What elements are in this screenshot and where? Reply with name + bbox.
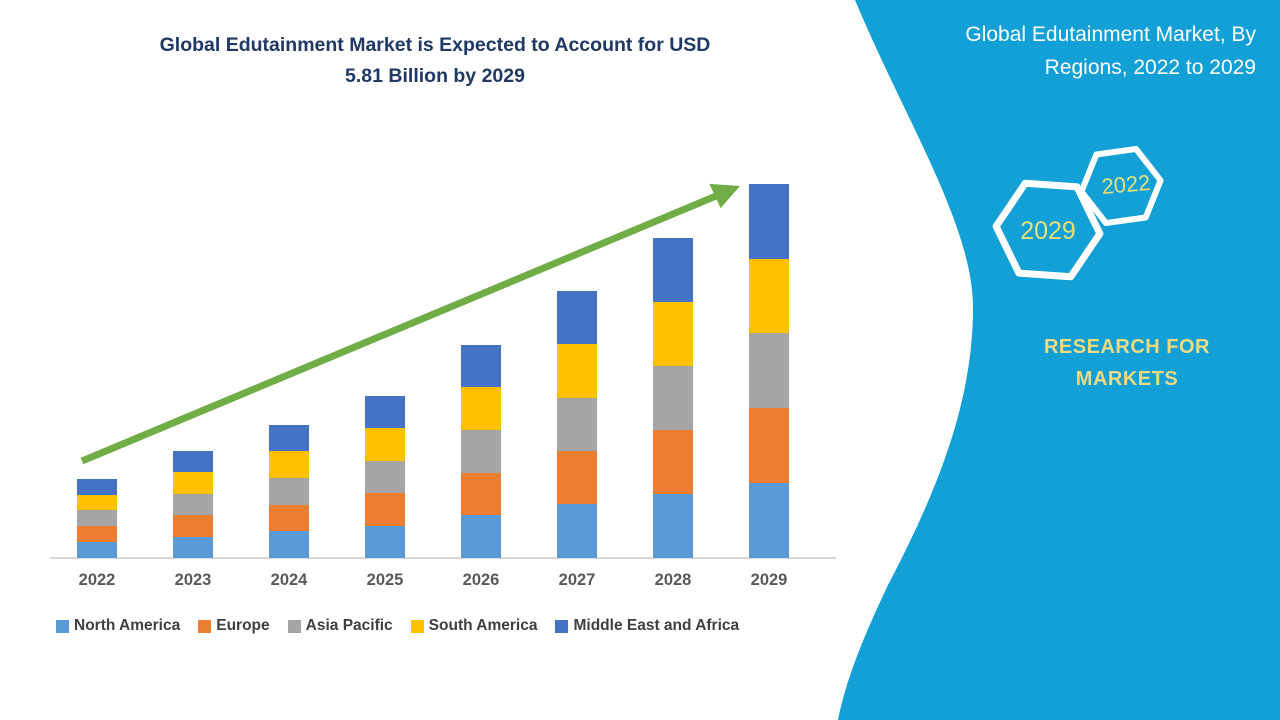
stacked-bar-2028 bbox=[653, 237, 693, 558]
bar-segment-europe bbox=[461, 472, 501, 516]
bar-segment-europe bbox=[365, 493, 405, 526]
legend-item-asia-pacific: Asia Pacific bbox=[287, 617, 393, 635]
legend-label: Middle East and Africa bbox=[573, 617, 740, 634]
stacked-bar-2024 bbox=[269, 424, 309, 558]
bar-segment-asia-pacific bbox=[557, 397, 597, 452]
bar-segment-north-america bbox=[461, 515, 501, 558]
x-axis-label-2022: 2022 bbox=[78, 571, 116, 589]
stacked-bar-2023 bbox=[173, 451, 213, 558]
bar-segment-middle-east-and-africa bbox=[77, 478, 117, 495]
bar-segment-north-america bbox=[557, 504, 597, 558]
bar-segment-south-america bbox=[269, 451, 309, 478]
chart-title: Global Edutainment Market is Expected to… bbox=[75, 30, 795, 92]
x-axis-label-2029: 2029 bbox=[750, 571, 788, 589]
legend-swatch bbox=[410, 619, 424, 633]
x-axis-line bbox=[50, 557, 836, 559]
legend-item-europe: Europe bbox=[198, 617, 270, 635]
x-axis-label-2026: 2026 bbox=[462, 571, 500, 589]
bar-segment-north-america bbox=[77, 542, 117, 558]
bar-segment-south-america bbox=[557, 344, 597, 398]
stacked-bar-2027 bbox=[557, 290, 597, 558]
hexagon-2022-label: 2022 bbox=[1100, 169, 1152, 200]
side-panel-title-line2: Regions, 2022 to 2029 bbox=[1044, 56, 1256, 79]
stacked-bar-2025 bbox=[365, 395, 405, 558]
bar-segment-south-america bbox=[461, 387, 501, 431]
legend-swatch bbox=[56, 619, 69, 633]
bar-segment-asia-pacific bbox=[269, 478, 309, 505]
x-axis-label-2024: 2024 bbox=[270, 571, 308, 589]
chart-title-line1: Global Edutainment Market is Expected to… bbox=[159, 34, 711, 56]
bar-segment-south-america bbox=[653, 301, 693, 366]
bar-segment-asia-pacific bbox=[749, 333, 789, 409]
chart-title-line2: 5.81 Billion by 2029 bbox=[345, 65, 525, 87]
stacked-bar-2026 bbox=[461, 344, 501, 558]
bar-segment-asia-pacific bbox=[173, 493, 213, 516]
side-panel-title: Global Edutainment Market, By Regions, 2… bbox=[836, 18, 1256, 84]
bar-segment-middle-east-and-africa bbox=[173, 451, 213, 473]
x-axis-label-2027: 2027 bbox=[558, 571, 596, 589]
stacked-bar-2029 bbox=[749, 183, 789, 558]
chart-legend: North America Europe Asia Pacific South Ame… bbox=[56, 617, 846, 635]
bar-segment-middle-east-and-africa bbox=[461, 344, 501, 388]
bar-segment-asia-pacific bbox=[365, 460, 405, 494]
legend-label: Asia Pacific bbox=[305, 617, 393, 634]
stacked-bar-2022 bbox=[77, 478, 117, 558]
bar-segment-middle-east-and-africa bbox=[749, 183, 789, 259]
legend-label: North America bbox=[74, 617, 181, 634]
bar-segment-north-america bbox=[653, 493, 693, 558]
bar-segment-asia-pacific bbox=[461, 430, 501, 473]
bar-segment-middle-east-and-africa bbox=[557, 290, 597, 345]
side-panel-title-line1: Global Edutainment Market, By bbox=[965, 23, 1256, 46]
bar-segment-south-america bbox=[173, 472, 213, 494]
bar-segment-middle-east-and-africa bbox=[365, 395, 405, 429]
legend-item-middle-east-and-africa: Middle East and Africa bbox=[555, 617, 739, 635]
bar-segment-asia-pacific bbox=[653, 365, 693, 430]
brand-line1: RESEARCH FOR bbox=[1043, 336, 1210, 358]
x-axis-label-2023: 2023 bbox=[174, 571, 212, 589]
bar-segment-asia-pacific bbox=[77, 510, 117, 527]
bar-segment-north-america bbox=[365, 525, 405, 558]
bar-chart-plot: 2022 2023 2024 2025 2026 2027 2028 2029 bbox=[50, 183, 836, 589]
x-axis-label-2028: 2028 bbox=[654, 571, 692, 589]
brand-line2: MARKETS bbox=[1075, 368, 1179, 390]
bar-segment-south-america bbox=[365, 428, 405, 461]
legend-item-south-america: South America bbox=[410, 617, 538, 635]
bar-segment-europe bbox=[173, 515, 213, 537]
bar-segment-europe bbox=[749, 408, 789, 484]
legend-swatch bbox=[555, 619, 569, 633]
bar-segment-europe bbox=[269, 504, 309, 532]
legend-label: South America bbox=[428, 617, 538, 634]
bar-segment-europe bbox=[557, 451, 597, 505]
bar-segment-europe bbox=[77, 526, 117, 543]
legend-label: Europe bbox=[216, 617, 270, 634]
brand-text: RESEARCH FOR MARKETS bbox=[977, 331, 1277, 395]
x-axis-label-2025: 2025 bbox=[366, 571, 404, 589]
legend-item-north-america: North America bbox=[56, 617, 180, 635]
bar-segment-europe bbox=[653, 429, 693, 494]
bar-segment-middle-east-and-africa bbox=[269, 424, 309, 452]
hexagon-2029-label: 2029 bbox=[1020, 217, 1076, 245]
legend-swatch bbox=[198, 619, 212, 633]
legend-swatch bbox=[287, 619, 301, 633]
bar-segment-north-america bbox=[269, 531, 309, 558]
bar-segment-north-america bbox=[173, 536, 213, 558]
bar-segment-south-america bbox=[77, 494, 117, 511]
bar-segment-north-america bbox=[749, 483, 789, 558]
bar-segment-middle-east-and-africa bbox=[653, 237, 693, 302]
bar-segment-south-america bbox=[749, 258, 789, 334]
